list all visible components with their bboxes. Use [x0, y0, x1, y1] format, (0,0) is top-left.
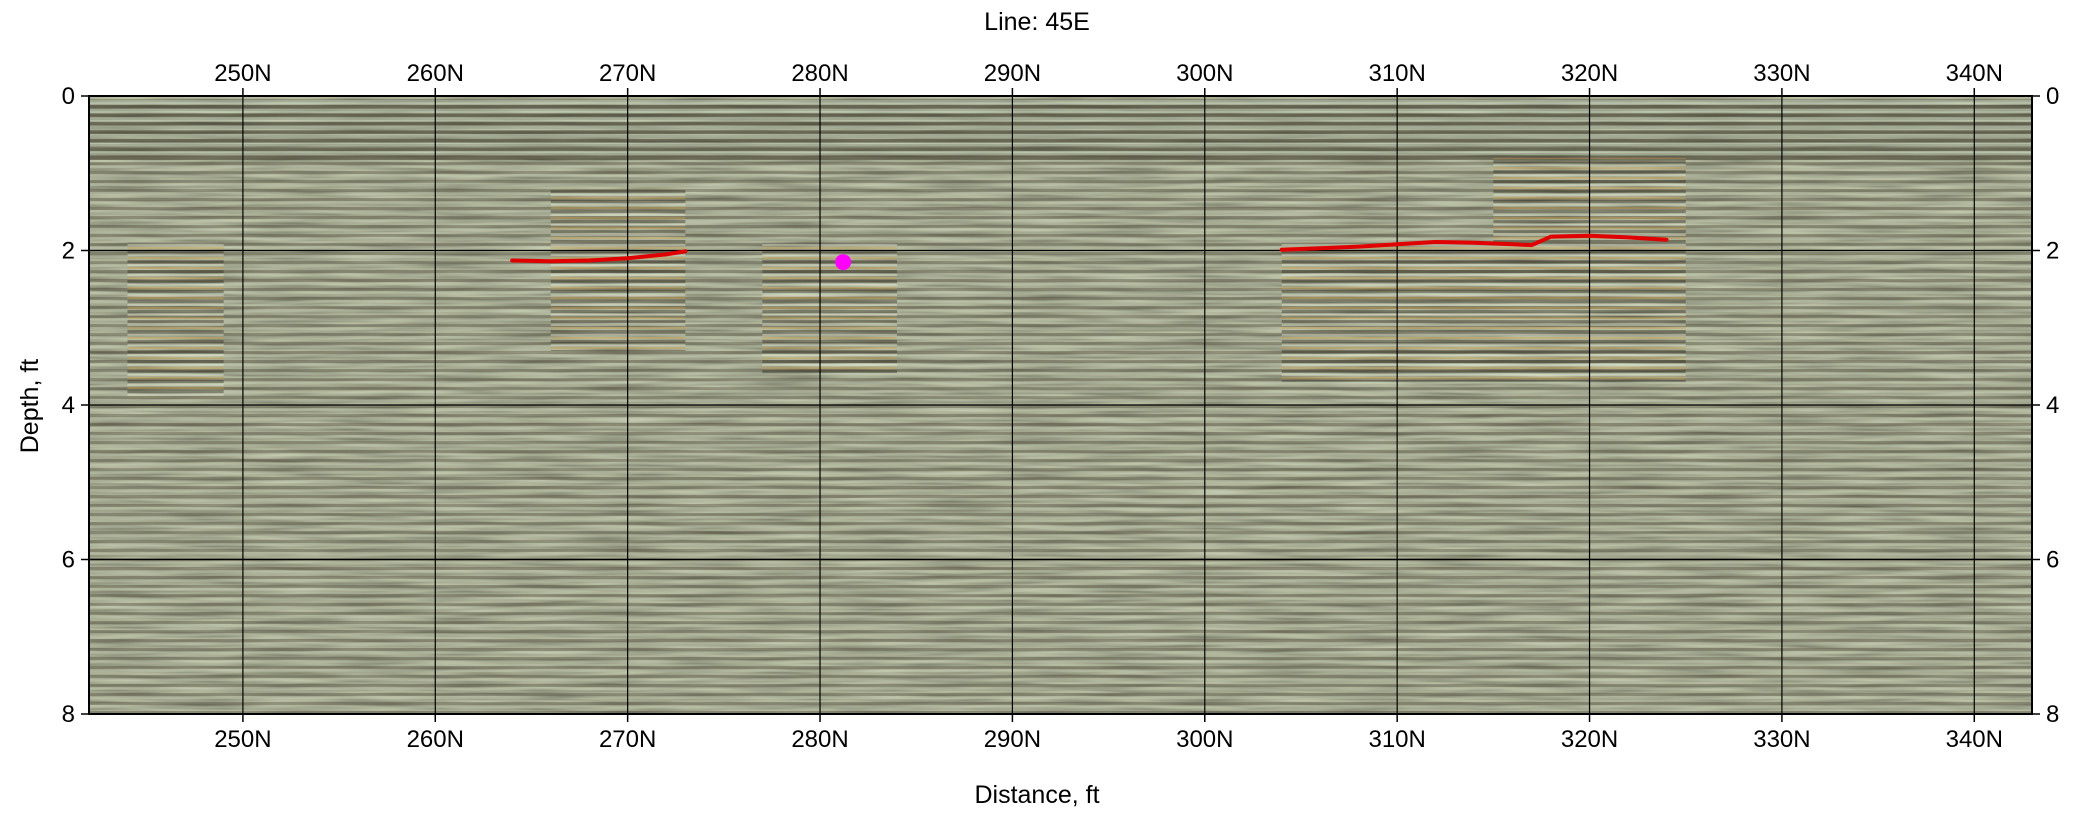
x-tick-label-bottom: 310N [1368, 726, 1425, 753]
y-tick-label-left: 2 [62, 238, 75, 265]
y-tick-label-right: 8 [2046, 701, 2059, 728]
x-tick-label-bottom: 260N [407, 726, 464, 753]
reflector-zone [127, 242, 224, 398]
x-tick-label-top: 310N [1368, 60, 1425, 87]
surface-band-light [89, 125, 2032, 130]
surface-band-dark [89, 138, 2032, 143]
surface-band-light [89, 116, 2032, 121]
surface-band-dark [89, 147, 2032, 152]
x-tick-label-bottom: 280N [791, 726, 848, 753]
x-tick-label-top: 290N [984, 60, 1041, 87]
x-tick-label-top: 320N [1561, 60, 1618, 87]
axes: 250N 250N 260N 260N 270N 270N 280N 280N 290N 290N… [62, 60, 2060, 753]
x-tick-label-top: 270N [599, 60, 656, 87]
y-tick-label-right: 4 [2046, 392, 2059, 419]
interpreted-reflector-line [510, 249, 688, 264]
reflector-zone [1281, 242, 1686, 382]
y-tick-label-left: 4 [62, 392, 75, 419]
interpreted-reflector-line [1279, 233, 1669, 252]
y-tick-label-right: 6 [2046, 547, 2059, 574]
x-tick-label-bottom: 270N [599, 726, 656, 753]
x-tick-label-top: 330N [1753, 60, 1810, 87]
x-tick-label-top: 300N [1176, 60, 1233, 87]
chart-title: Line: 45E [984, 8, 1090, 36]
grid [89, 96, 2032, 714]
y-axis-title: Depth, ft [16, 359, 44, 454]
surface-band-light [89, 99, 2032, 104]
surface-band-dark [89, 155, 2032, 160]
y-tick-label-right: 2 [2046, 238, 2059, 265]
surface-band-dark [89, 113, 2032, 118]
x-tick-label-top: 260N [407, 60, 464, 87]
surface-band-light [89, 142, 2032, 147]
reflector-zone [550, 188, 686, 351]
x-tick-label-bottom: 250N [214, 726, 271, 753]
surface-band-light [89, 150, 2032, 155]
x-tick-label-bottom: 320N [1561, 726, 1618, 753]
y-tick-label-left: 6 [62, 547, 75, 574]
surface-band-light [89, 133, 2032, 138]
x-tick-label-bottom: 340N [1946, 726, 2003, 753]
x-tick-label-top: 340N [1946, 60, 2003, 87]
surface-band-dark [89, 130, 2032, 135]
surface-band-dark [89, 104, 2032, 109]
x-tick-label-bottom: 330N [1753, 726, 1810, 753]
y-tick-label-right: 0 [2046, 83, 2059, 110]
surface-band-light [89, 108, 2032, 113]
interpretation-overlay [510, 233, 1669, 271]
y-tick-label-left: 0 [62, 83, 75, 110]
x-tick-label-top: 250N [214, 60, 271, 87]
x-tick-label-bottom: 290N [984, 726, 1041, 753]
surface-band-dark [89, 121, 2032, 126]
x-axis-title: Distance, ft [974, 781, 1099, 809]
x-tick-label-top: 280N [791, 60, 848, 87]
y-tick-label-left: 8 [62, 701, 75, 728]
reflector-zone [762, 242, 897, 375]
point-marker [835, 254, 852, 271]
x-tick-label-bottom: 300N [1176, 726, 1233, 753]
